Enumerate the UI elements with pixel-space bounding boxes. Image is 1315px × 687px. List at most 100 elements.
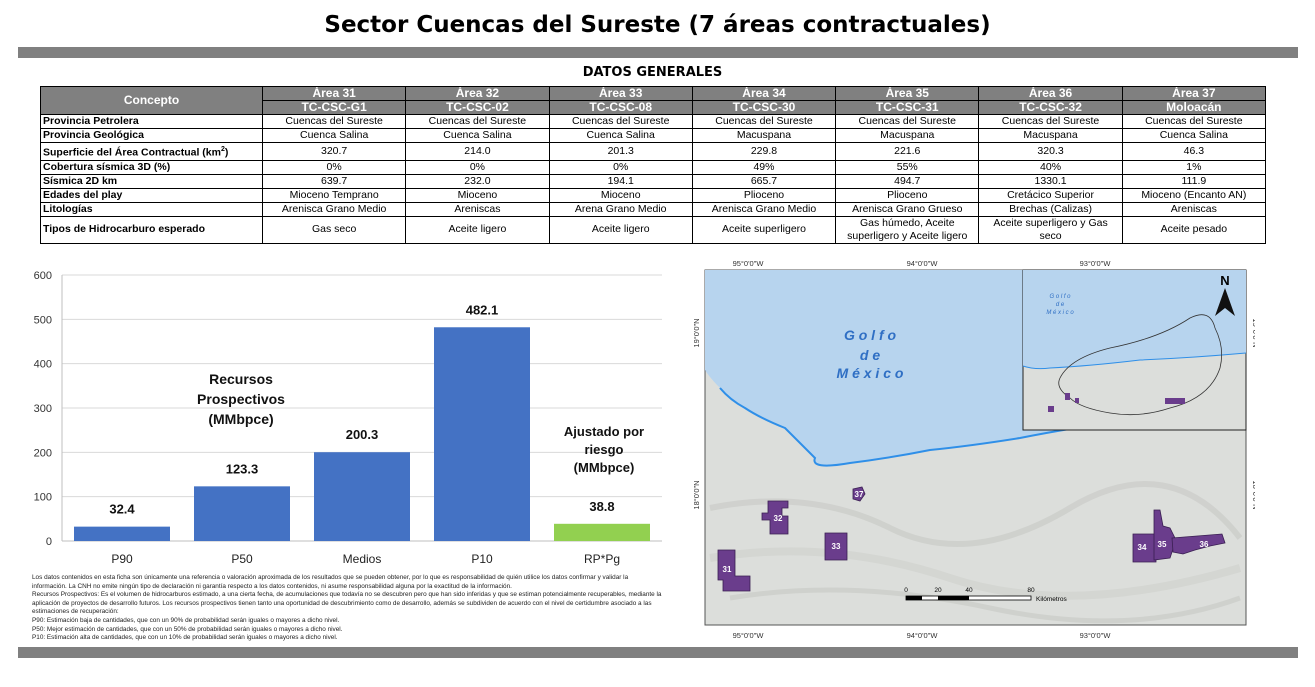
table-cell: Cuencas del Sureste: [1121, 114, 1267, 129]
table-cell: 1%: [1121, 159, 1267, 175]
table-cell: Aceite pesado: [1121, 215, 1267, 244]
bar: [194, 486, 290, 541]
table-cell: 0%: [261, 159, 407, 175]
table-row: Superficie del Área Contractual (km2) 320…: [40, 142, 1267, 161]
table-cell: Gas seco: [261, 215, 407, 244]
area-33-shape: [824, 532, 848, 561]
table-cell: Areniscas: [1121, 201, 1267, 217]
table-header-row-codes: TC-CSC-G1 TC-CSC-02 TC-CSC-08 TC-CSC-30 …: [41, 100, 1267, 115]
row-label: Sísmica 2D km: [40, 173, 263, 189]
table-cell: Cuencas del Sureste: [405, 114, 550, 129]
area-label-36: 36: [1200, 540, 1209, 549]
y-tick-label: 600: [34, 270, 52, 282]
table-cell: Cuencas del Sureste: [261, 114, 407, 129]
note-line: P50: Mejor estimación de cantidades, que…: [32, 625, 343, 633]
table-cell: Aceite ligero: [548, 215, 693, 244]
table-cell: 46.3: [1121, 142, 1267, 161]
data-label: 38.8: [589, 499, 614, 514]
table-cell: 494.7: [835, 173, 980, 189]
area-label-33: 33: [832, 542, 841, 551]
scale-tick: 40: [965, 587, 973, 594]
section-title: DATOS GENERALES: [582, 65, 723, 80]
table-cell: Cuenca Salina: [1121, 128, 1267, 143]
area-code-header: TC-CSC-30: [691, 100, 837, 115]
table-cell: Macuspana: [978, 128, 1123, 143]
note-line: P10: Estimación alta de cantidades, que …: [32, 634, 338, 642]
area-37-shape: [852, 486, 866, 502]
table-cell: Cuenca Salina: [548, 128, 693, 143]
data-label: 200.3: [346, 427, 379, 442]
area-header: Área 35: [835, 86, 980, 101]
scale-tick: 20: [934, 587, 942, 594]
y-tick-label: 500: [34, 314, 52, 326]
table-cell: 229.8: [691, 142, 837, 161]
y-tick-label: 400: [34, 359, 52, 371]
table-cell: Aceite superligero: [691, 215, 837, 244]
x-tick-label: P10: [471, 552, 493, 566]
chart-annotation-left: Prospectivos: [197, 391, 285, 407]
x-tick-label: P50: [231, 552, 253, 566]
x-tick-label: RP*Pg: [584, 552, 620, 566]
area-header: Área 32: [405, 86, 550, 101]
area-35-shape: [1153, 509, 1177, 561]
table-cell: Macuspana: [691, 128, 837, 143]
table-cell: Cuencas del Sureste: [548, 114, 693, 129]
contract-areas: [717, 486, 1226, 592]
table-cell: Cretácico Superior: [978, 187, 1123, 203]
lon-label-bottom: 94°0'0"W: [907, 631, 939, 640]
table-cell: Aceite superligero y Gas seco: [978, 215, 1123, 244]
lon-label-bottom: 95°0'0"W: [733, 631, 765, 640]
chart-annotation-left: (MMbpce): [208, 411, 273, 427]
sea-label-2: d e: [860, 347, 880, 363]
x-tick-label: Medios: [343, 552, 382, 566]
table-cell: Cuencas del Sureste: [835, 114, 980, 129]
chart-annotation-right: riesgo: [584, 442, 623, 457]
page-title: Sector Cuencas del Sureste (7 áreas cont…: [324, 12, 991, 38]
table-cell: 55%: [835, 159, 980, 175]
data-label: 32.4: [109, 502, 135, 517]
lon-label-top: 94°0'0"W: [907, 259, 939, 268]
area-34-shape: [1132, 533, 1157, 563]
y-tick-label: 200: [34, 447, 52, 459]
area-header: Área 33: [548, 86, 693, 101]
resources-bar-chart: 0 100 200 300 400 500 600 32.4 P90 123.3 P50 200.3 M…: [34, 270, 662, 566]
scale-unit: Kilómetros: [1036, 596, 1067, 603]
area-code-header: TC-CSC-32: [978, 100, 1123, 115]
area-code-header: TC-CSC-08: [548, 100, 693, 115]
scale-bar: 0 20 40 80 Kilómetros: [904, 587, 1067, 603]
table-cell: 0%: [548, 159, 693, 175]
scale-tick: 80: [1027, 587, 1035, 594]
table-cell: Cuenca Salina: [405, 128, 550, 143]
row-label: Provincia Geológica: [40, 128, 263, 143]
area-label-31: 31: [723, 565, 732, 574]
table-header-row-areas: Concepto Área 31 Área 32 Área 33 Área 34…: [40, 86, 1267, 115]
table-cell: Plioceno: [691, 187, 837, 203]
table-cell: Gas húmedo, Aceite superligero y Aceite …: [835, 215, 980, 244]
note-line: Recursos Prospectivos: Es el volumen de …: [32, 591, 662, 616]
chart-annotation-right: Ajustado por: [564, 424, 644, 439]
table-row: Tipos de Hidrocarburo esperado Gas seco Ac…: [40, 215, 1267, 244]
area-32-shape: [761, 500, 789, 535]
table-cell: Macuspana: [835, 128, 980, 143]
row-label: Litologías: [40, 201, 263, 217]
lon-label-top: 95°0'0"W: [733, 259, 765, 268]
area-code-header: Moloacán: [1121, 100, 1267, 115]
location-map: G o l f o d e M é x i c o G o l f o d e …: [692, 259, 1255, 640]
area-code-header: TC-CSC-G1: [261, 100, 407, 115]
y-tick-label: 100: [34, 492, 52, 504]
row-label: Superficie del Área Contractual (km2): [40, 142, 263, 161]
table-row: Provincia Petrolera Cuencas del Sureste Cu…: [40, 114, 1267, 129]
land-texture: [709, 481, 1243, 624]
x-tick-label: P90: [111, 552, 133, 566]
area-label-34: 34: [1138, 543, 1147, 552]
table-cell: Plioceno: [835, 187, 980, 203]
inset-sea-label-3: M é x i c o: [1046, 310, 1074, 316]
bar: [554, 523, 650, 541]
table-cell: Cuenca Salina: [261, 128, 407, 143]
row-label: Tipos de Hidrocarburo esperado: [40, 215, 263, 244]
lon-label-bottom: 93°0'0"W: [1080, 631, 1112, 640]
chart-annotation-right: (MMbpce): [574, 460, 635, 475]
north-arrow-icon: [1215, 288, 1235, 316]
table-cell: 1330.1: [978, 173, 1123, 189]
north-label: N: [1220, 273, 1229, 288]
